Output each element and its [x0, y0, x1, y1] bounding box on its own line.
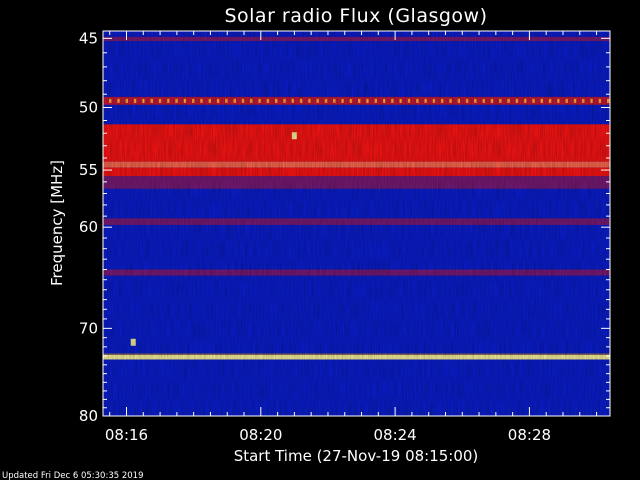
x-tick-label: 08:24	[373, 426, 416, 444]
x-axis-label: Start Time (27-Nov-19 08:15:00)	[234, 447, 479, 465]
y-tick-label: 70	[79, 319, 98, 337]
y-tick-label: 45	[79, 29, 98, 47]
updated-timestamp: Updated Fri Dec 6 05:30:35 2019	[2, 471, 143, 480]
spectrogram-plot-area	[103, 31, 610, 416]
chart-title: Solar radio Flux (Glasgow)	[224, 5, 487, 27]
axis-ticks: 45 50 55 60 70 80 08:16 08:20 08:24 08:28	[79, 29, 610, 444]
plot-frame	[102, 30, 611, 417]
y-tick-label: 50	[79, 98, 98, 116]
y-tick-label: 60	[79, 218, 98, 236]
x-tick-label: 08:16	[105, 426, 148, 444]
noise-overlay	[103, 31, 610, 416]
x-tick-label: 08:28	[508, 426, 551, 444]
x-tick-label: 08:20	[239, 426, 282, 444]
y-axis-label: Frequency [MHz]	[48, 160, 66, 286]
y-tick-label: 55	[79, 161, 98, 179]
y-tick-label: 80	[79, 407, 98, 425]
